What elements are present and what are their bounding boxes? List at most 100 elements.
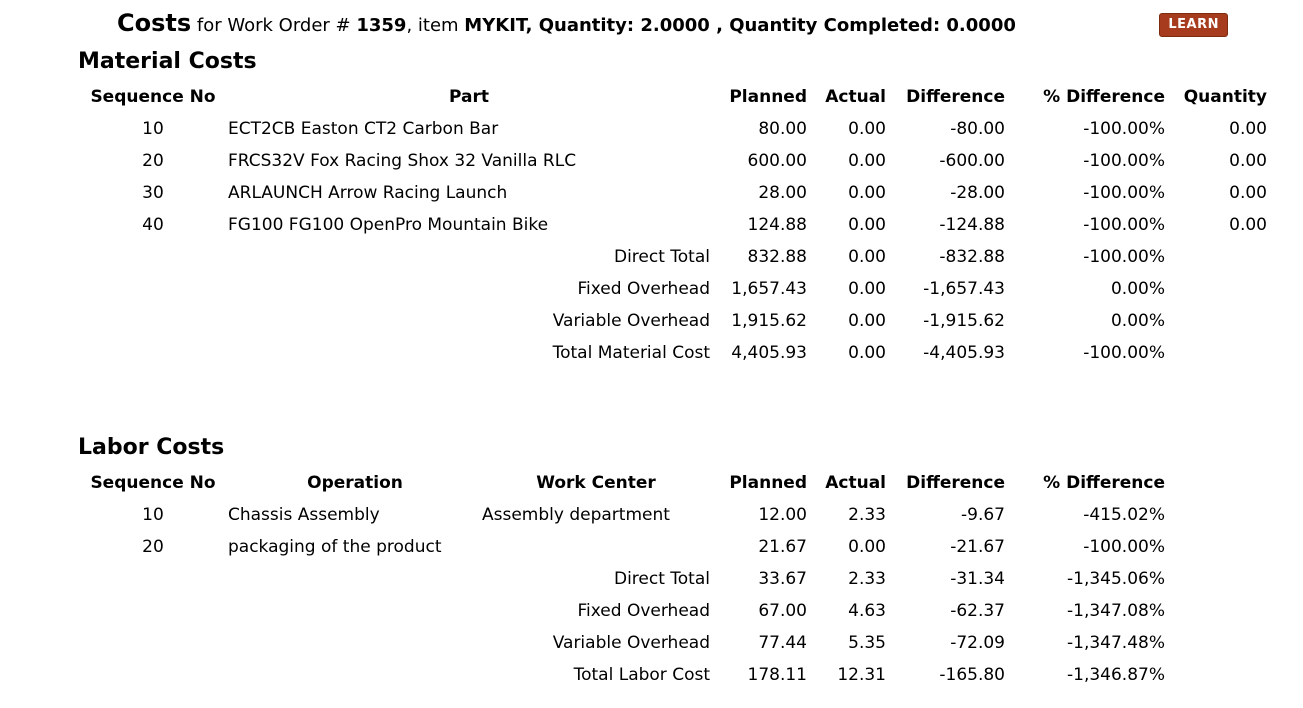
planned-cell: 67.00 [758, 601, 807, 621]
planned-cell: 80.00 [758, 119, 807, 139]
labor-header-row: Sequence No Operation Work Center Planne… [78, 467, 1165, 499]
planned-cell: 600.00 [747, 151, 807, 171]
planned-cell: 77.44 [758, 633, 807, 653]
material-header-row: Sequence No Part Planned Actual Differen… [78, 81, 1267, 113]
labor-row: 10 Chassis Assembly Assembly department … [78, 499, 1165, 531]
title-workorder-text: for Work Order # [191, 15, 357, 36]
operation-cell: packaging of the product [228, 537, 442, 557]
sequence-no-cell: 20 [142, 537, 164, 557]
work-center-cell: Assembly department [482, 505, 670, 525]
sequence-no-cell: 10 [142, 505, 164, 525]
labor-costs-heading: Labor Costs [78, 435, 225, 460]
pct-difference-cell: -415.02% [1083, 505, 1165, 525]
sequence-no-cell: 10 [142, 119, 164, 139]
work-order-number: 1359 [356, 15, 407, 36]
planned-cell: 21.67 [758, 537, 807, 557]
column-header-actual: Actual [825, 87, 886, 107]
summary-label: Fixed Overhead [577, 601, 711, 621]
difference-cell: -1,915.62 [923, 311, 1005, 331]
sequence-no-cell: 40 [142, 215, 164, 235]
pct-difference-cell: -100.00% [1083, 537, 1165, 557]
actual-cell: 0.00 [848, 343, 886, 363]
summary-label: Variable Overhead [552, 311, 710, 331]
actual-cell: 0.00 [848, 311, 886, 331]
material-row: 40 FG100 FG100 OpenPro Mountain Bike 124… [78, 209, 1267, 241]
planned-cell: 28.00 [758, 183, 807, 203]
pct-difference-cell: -100.00% [1083, 215, 1165, 235]
pct-difference-cell: -100.00% [1083, 119, 1165, 139]
page-title-row: Costs for Work Order # 1359, item MYKIT,… [78, 8, 1267, 41]
title-item-text: , item [406, 15, 465, 36]
summary-label: Direct Total [613, 247, 710, 267]
labor-summary-row: Direct Total 33.67 2.33 -31.34 -1,345.06… [78, 563, 1165, 595]
material-summary-row: Variable Overhead 1,915.62 0.00 -1,915.6… [78, 305, 1267, 337]
material-row: 20 FRCS32V Fox Racing Shox 32 Vanilla RL… [78, 145, 1267, 177]
difference-cell: -4,405.93 [923, 343, 1005, 363]
quantity-cell: 0.00 [1229, 215, 1267, 235]
sequence-no-cell: 20 [142, 151, 164, 171]
difference-cell: -165.80 [939, 665, 1005, 685]
actual-cell: 0.00 [848, 537, 886, 557]
pct-difference-cell: 0.00% [1110, 279, 1165, 299]
column-header-operation: Operation [307, 473, 403, 493]
difference-cell: -62.37 [950, 601, 1005, 621]
actual-cell: 0.00 [848, 151, 886, 171]
learn-button[interactable]: LEARN [1159, 12, 1228, 37]
title-item-details: MYKIT, Quantity: 2.0000 , Quantity Compl… [464, 15, 1016, 36]
pct-difference-cell: -100.00% [1083, 151, 1165, 171]
summary-label: Total Labor Cost [573, 665, 710, 685]
part-cell: FG100 FG100 OpenPro Mountain Bike [228, 215, 549, 235]
labor-summary-row: Variable Overhead 77.44 5.35 -72.09 -1,3… [78, 627, 1165, 659]
difference-cell: -9.67 [961, 505, 1005, 525]
part-cell: FRCS32V Fox Racing Shox 32 Vanilla RLC [228, 151, 577, 171]
column-header-planned: Planned [729, 87, 807, 107]
labor-row: 20 packaging of the product 21.67 0.00 -… [78, 531, 1165, 563]
planned-cell: 4,405.93 [731, 343, 807, 363]
actual-cell: 2.33 [848, 569, 886, 589]
column-header-pct-difference: % Difference [1043, 473, 1165, 493]
difference-cell: -80.00 [950, 119, 1005, 139]
column-header-difference: Difference [906, 473, 1005, 493]
actual-cell: 5.35 [848, 633, 886, 653]
quantity-cell-empty [1165, 305, 1267, 337]
difference-cell: -124.88 [939, 215, 1005, 235]
material-summary-row: Total Material Cost 4,405.93 0.00 -4,405… [78, 337, 1267, 369]
difference-cell: -31.34 [950, 569, 1005, 589]
pct-difference-cell: -1,347.08% [1067, 601, 1165, 621]
column-header-work-center: Work Center [536, 473, 656, 493]
quantity-cell: 0.00 [1229, 151, 1267, 171]
planned-cell: 124.88 [747, 215, 807, 235]
quantity-cell: 0.00 [1229, 119, 1267, 139]
difference-cell: -600.00 [939, 151, 1005, 171]
actual-cell: 4.63 [848, 601, 886, 621]
pct-difference-cell: 0.00% [1110, 311, 1165, 331]
pct-difference-cell: -1,347.48% [1067, 633, 1165, 653]
planned-cell: 33.67 [758, 569, 807, 589]
column-header-part: Part [449, 87, 489, 107]
planned-cell: 1,915.62 [731, 311, 807, 331]
summary-label: Variable Overhead [552, 633, 710, 653]
summary-label: Total Material Cost [552, 343, 710, 363]
pct-difference-cell: -100.00% [1083, 247, 1165, 267]
planned-cell: 832.88 [747, 247, 807, 267]
part-cell: ARLAUNCH Arrow Racing Launch [228, 183, 508, 203]
quantity-cell-empty [1165, 337, 1267, 369]
material-summary-row: Fixed Overhead 1,657.43 0.00 -1,657.43 0… [78, 273, 1267, 305]
difference-cell: -832.88 [939, 247, 1005, 267]
labor-summary-row: Fixed Overhead 67.00 4.63 -62.37 -1,347.… [78, 595, 1166, 627]
column-header-planned: Planned [729, 473, 807, 493]
actual-cell: 12.31 [837, 665, 886, 685]
column-header-sequence-no: Sequence No [90, 87, 216, 107]
operation-cell: Chassis Assembly [228, 505, 380, 525]
planned-cell: 178.11 [747, 665, 807, 685]
column-header-actual: Actual [825, 473, 886, 493]
summary-label: Direct Total [613, 569, 710, 589]
actual-cell: 2.33 [848, 505, 886, 525]
column-header-difference: Difference [906, 87, 1005, 107]
material-summary-row: Direct Total 832.88 0.00 -832.88 -100.00… [78, 241, 1267, 273]
material-row: 10 ECT2CB Easton CT2 Carbon Bar 80.00 0.… [78, 113, 1267, 145]
pct-difference-cell: -100.00% [1083, 183, 1165, 203]
actual-cell: 0.00 [848, 279, 886, 299]
actual-cell: 0.00 [848, 215, 886, 235]
